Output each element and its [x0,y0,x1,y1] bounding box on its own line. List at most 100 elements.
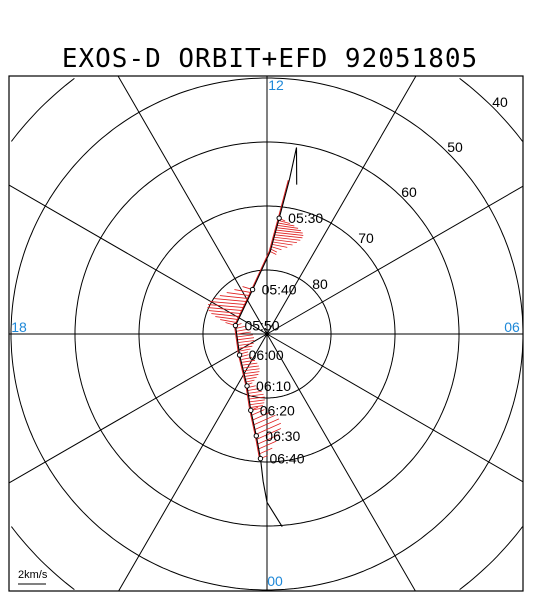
efd-vector [240,354,249,358]
efd-vector [226,292,250,296]
time-label: 06:40 [269,451,304,467]
efd-vector [236,328,249,332]
latitude-label: 80 [312,276,328,292]
efd-vector [243,365,259,369]
time-marker [253,433,259,439]
efd-vector [241,357,253,360]
efd-vector [214,298,247,302]
latitude-label: 50 [447,139,463,155]
time-label: 06:10 [256,378,291,394]
efd-vector [242,359,256,363]
efd-vector [215,316,239,320]
efd-vector [277,222,295,227]
mlt-spoke-10 [266,75,417,335]
efd-vector [250,405,263,408]
time-label: 05:40 [262,282,297,298]
efd-vector [235,325,246,329]
time-marker [232,322,239,329]
mlt-spoke-4 [266,333,524,483]
efd-vector [240,351,249,355]
latitude-label: 40 [492,94,508,110]
efd-vector [275,229,303,234]
chart-title: EXOS-D ORBIT+EFD 92051805 [62,44,478,74]
efd-vector [207,304,245,308]
efd-vector [271,246,282,251]
mlt-label: 18 [11,319,27,335]
efd-vector [277,224,299,229]
time-marker [257,455,264,462]
efd-vector [257,434,280,445]
efd-vectors [207,179,304,459]
mlt-label: 06 [504,319,520,335]
efd-vector [278,220,291,224]
efd-vector [248,396,265,400]
orbit-track [232,147,298,527]
efd-vector [249,399,265,403]
efd-vector [270,248,278,253]
mlt-spoke-2 [266,333,416,592]
mlt-spoke-8 [266,185,524,335]
time-label: 05:50 [244,318,279,334]
efd-vector [237,334,253,338]
efd-vector [273,239,297,243]
efd-vector [220,319,237,323]
efd-vector [275,232,304,236]
latitude-label: 60 [401,184,417,200]
efd-vector [247,388,260,391]
mlt-spoke-20 [8,333,268,484]
efd-vector [249,402,265,406]
efd-vector [252,411,271,421]
efd-vector [239,345,253,349]
efd-vector [238,340,255,343]
orbit-line [234,147,298,527]
mlt-spoke-16 [8,184,268,335]
time-marker [276,215,282,221]
time-marker [236,352,243,358]
time-label: 06:20 [260,402,295,418]
time-label: 06:30 [265,428,300,444]
efd-vector [258,440,277,450]
efd-vector [237,337,255,341]
time-marker [249,286,256,293]
latitude-label: 70 [358,230,374,246]
efd-vector [239,348,251,352]
efd-vector [210,301,246,305]
efd-vector [207,307,243,311]
efd-trace [233,179,289,459]
mlt-spoke-22 [118,333,268,592]
efd-vector [219,295,249,299]
efd-vector [208,310,242,314]
efd-vector [251,409,265,416]
efd-vector [247,391,262,394]
efd-vector [245,379,255,383]
efd-vector [256,428,282,440]
efd-vector [243,368,260,372]
mlt-label: 12 [268,77,284,93]
efd-vector [274,236,301,241]
efd-vector [272,243,288,248]
time-label: 05:30 [288,210,323,226]
efd-vector [236,331,251,335]
efd-vector [255,422,281,435]
efd-vector [259,447,273,455]
time-marker [248,407,254,414]
efd-vector [248,393,264,397]
efd-vector [238,342,254,346]
latitude-circle-40 [11,78,523,590]
efd-vector [274,234,303,239]
chart-labels: 05:30 05:40 05:50 06:00 06:10 06:20 06:30 06:40… [11,77,520,589]
efd-vector [253,414,276,426]
efd-vector [211,313,240,317]
scale-label: 2km/s [18,569,48,581]
efd-vector [242,362,258,366]
scale-bar: 2km/s [18,569,48,585]
efd-vector [234,289,252,293]
mlt-label: 00 [267,573,283,589]
efd-vector [254,418,280,431]
efd-vector [272,241,293,246]
efd-vector [270,251,277,255]
efd-vector [245,376,257,380]
efd-vector [244,374,259,377]
time-label: 06:00 [249,347,284,363]
